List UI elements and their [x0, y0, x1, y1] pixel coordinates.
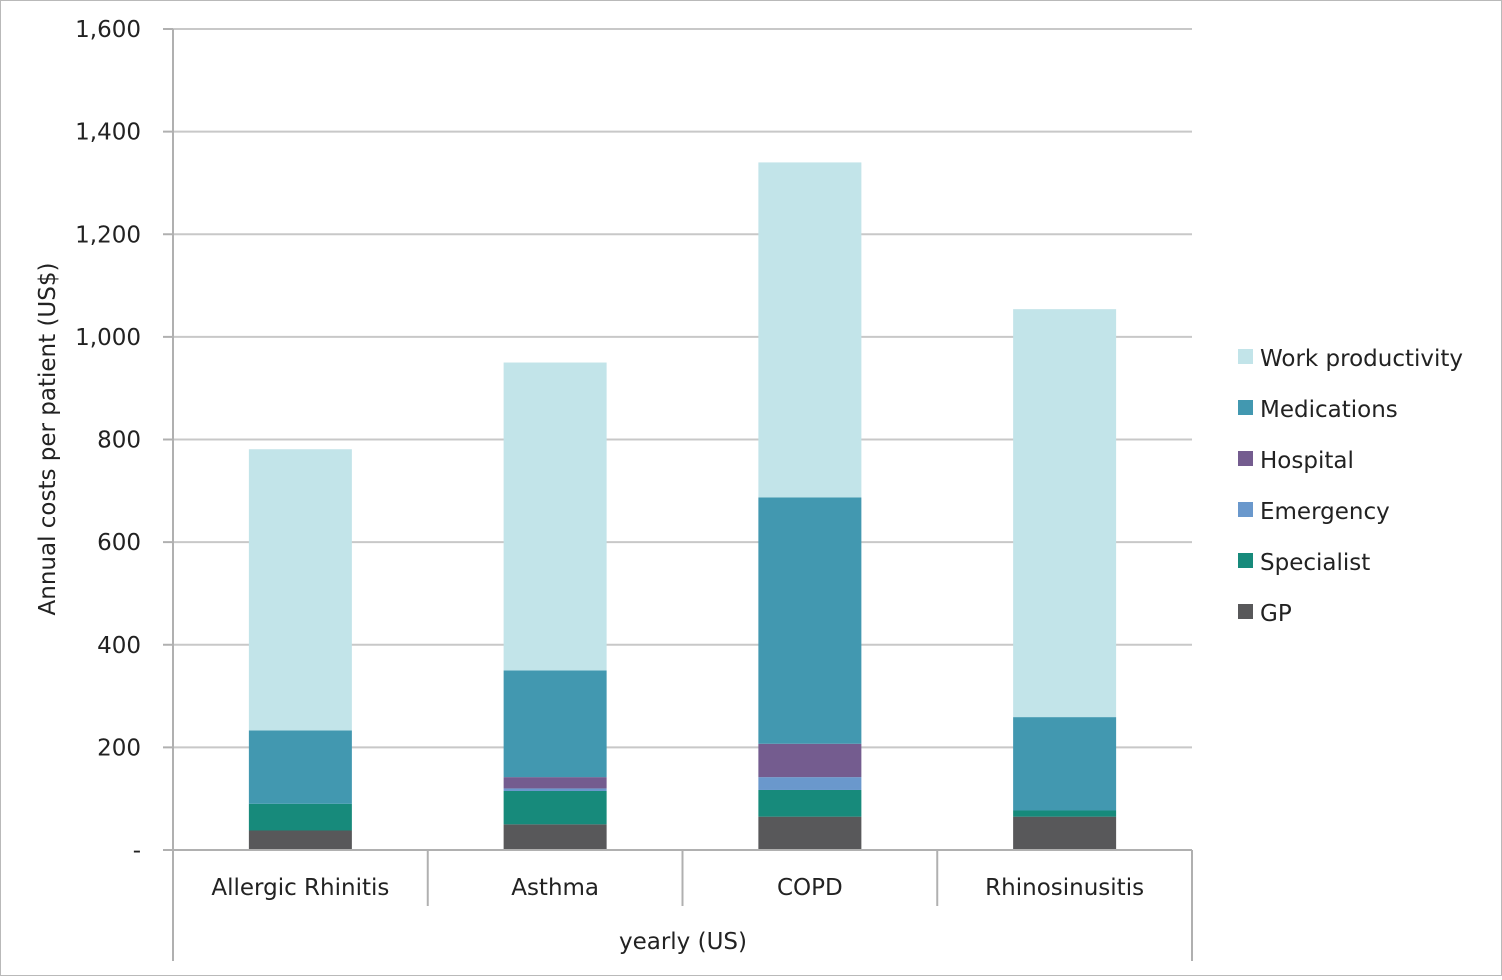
- bar-segment: [758, 743, 862, 778]
- y-tick-label: 1,000: [75, 325, 141, 351]
- legend-entry-label: GP: [1260, 601, 1292, 627]
- bar-segment: [503, 788, 607, 791]
- y-tick-label: 800: [97, 428, 141, 454]
- bar-segment: [1013, 309, 1117, 718]
- y-tick-label: 1,200: [75, 222, 141, 248]
- bar-segment: [758, 162, 862, 498]
- y-tick-label: 1,400: [75, 120, 141, 146]
- bar-segment: [248, 830, 352, 850]
- bar-segment: [1013, 816, 1117, 850]
- y-tick-labels: - 200 400 600 800 1,000 1,200 1,400 1,600: [75, 17, 141, 864]
- bar-segment: [758, 789, 862, 817]
- legend-entry-label: Hospital: [1260, 448, 1354, 474]
- bar-segment: [248, 449, 352, 731]
- bar-segment: [758, 497, 862, 744]
- bar-segment: [503, 777, 607, 789]
- bar-segment: [248, 803, 352, 831]
- group-label: yearly (US): [619, 929, 747, 955]
- axes: [163, 28, 1193, 961]
- legend-swatch: [1238, 349, 1253, 364]
- y-tick-label: 1,600: [75, 17, 141, 43]
- y-tick-label: 600: [97, 530, 141, 556]
- bar-segment: [503, 824, 607, 850]
- bar-segment: [758, 777, 862, 790]
- bar-segment: [503, 362, 607, 671]
- legend: Work productivity Medications Hospital Emer…: [1238, 346, 1463, 627]
- bar-segment: [248, 730, 352, 804]
- legend-entry-label: Emergency: [1260, 499, 1390, 525]
- category-label: Rhinosinusitis: [985, 875, 1144, 901]
- bar-segment: [1013, 717, 1117, 811]
- legend-entry-label: Specialist: [1260, 550, 1370, 576]
- legend-swatch: [1238, 400, 1253, 415]
- bar-segment: [503, 670, 607, 778]
- category-label: Allergic Rhinitis: [211, 875, 389, 901]
- category-label: COPD: [777, 875, 843, 901]
- legend-swatch: [1238, 604, 1253, 619]
- bar-segment: [503, 790, 607, 825]
- legend-swatch: [1238, 502, 1253, 517]
- bar-stacks: [248, 162, 1117, 850]
- y-tick-label: 200: [97, 735, 141, 761]
- bar-segment: [758, 816, 862, 850]
- legend-swatch: [1238, 553, 1253, 568]
- legend-swatch: [1238, 451, 1253, 466]
- y-axis-title: Annual costs per patient (US$): [35, 263, 61, 616]
- category-labels: Allergic Rhinitis Asthma COPD Rhinosinusiti…: [211, 875, 1144, 901]
- category-label: Asthma: [511, 875, 599, 901]
- legend-entry-label: Work productivity: [1260, 346, 1463, 372]
- legend-entry-label: Medications: [1260, 397, 1398, 423]
- bar-segment: [1013, 810, 1117, 817]
- y-tick-label: 400: [97, 633, 141, 659]
- y-tick-label: -: [133, 838, 141, 864]
